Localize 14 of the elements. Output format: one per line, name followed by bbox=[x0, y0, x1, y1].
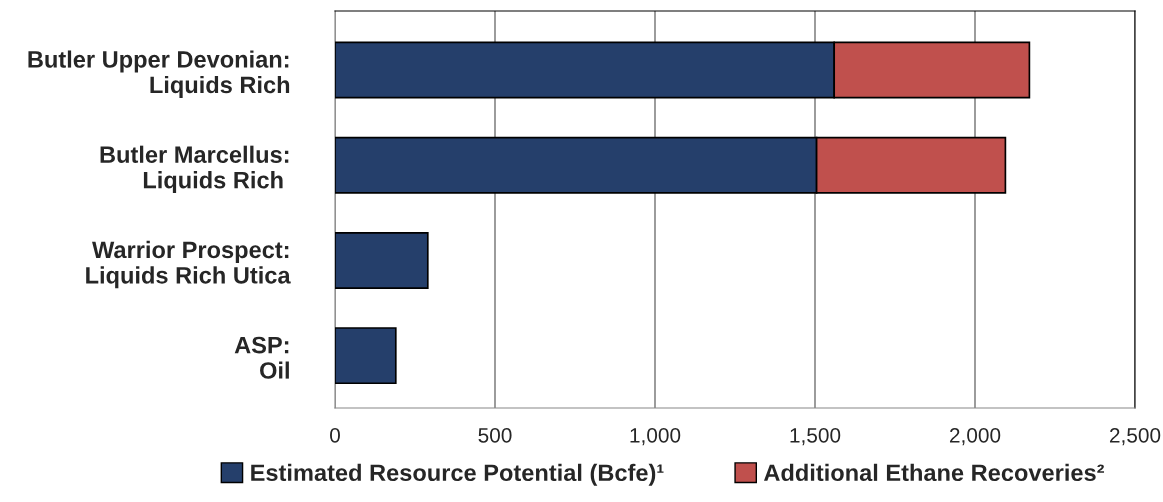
bar bbox=[335, 327, 397, 385]
bar bbox=[335, 231, 429, 289]
x-tick-label: 1,500 bbox=[790, 427, 841, 446]
x-tick-label: 0 bbox=[330, 427, 340, 443]
y-tick-label: ASP: Oil bbox=[234, 336, 289, 379]
y-tick-label: Warrior Prospect: Liquids Rich Utica bbox=[86, 240, 291, 289]
legend-label: Estimated Resource Potential (Bcfe)¹ bbox=[251, 463, 664, 486]
x-tick-label: 2,500 bbox=[1109, 427, 1161, 446]
y-tick-label: Butler Marcellus: Liquids Rich bbox=[100, 145, 289, 194]
x-tick-label: 2,000 bbox=[949, 427, 1001, 446]
legend-label: Additional Ethane Recoveries² bbox=[763, 463, 1105, 482]
x-tick-label: 500 bbox=[478, 427, 512, 443]
x-tick-label: 1,000 bbox=[630, 427, 681, 446]
y-tick-label: Butler Upper Devonian: Liquids Rich bbox=[28, 50, 290, 98]
